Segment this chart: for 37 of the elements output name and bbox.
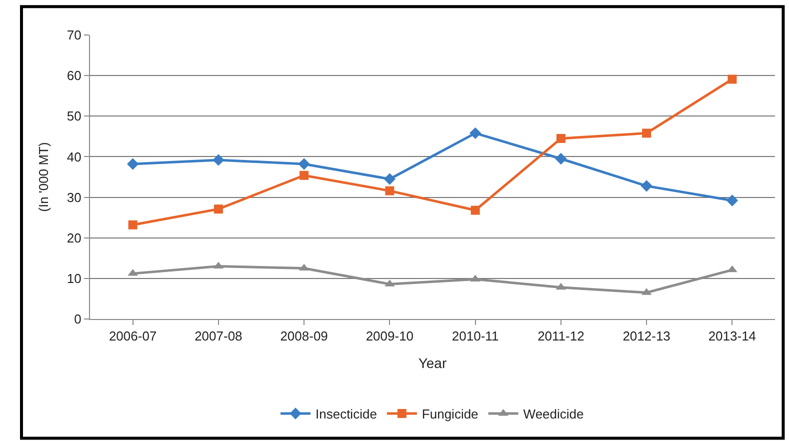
y-tick-label: 60 bbox=[66, 68, 82, 84]
y-axis-title: (In '000 MT) bbox=[36, 142, 51, 212]
x-tick-label: 2009-10 bbox=[366, 328, 414, 344]
point bbox=[384, 173, 396, 185]
x-tick-label: 2012-13 bbox=[622, 328, 670, 344]
point bbox=[728, 74, 737, 84]
y-tick-label: 20 bbox=[66, 230, 82, 246]
point bbox=[212, 154, 224, 166]
x-tick-label: 2010-11 bbox=[452, 328, 499, 344]
point bbox=[298, 158, 310, 170]
point bbox=[300, 170, 309, 180]
y-tick-label: 10 bbox=[66, 270, 82, 286]
x-tick-label: 2013-14 bbox=[708, 328, 756, 344]
point bbox=[470, 206, 480, 215]
x-tick-label: 2006-07 bbox=[108, 328, 157, 344]
point bbox=[555, 152, 567, 165]
point bbox=[128, 220, 138, 230]
legend-label: Weedicide bbox=[523, 406, 584, 422]
x-tick-label: 2011-12 bbox=[538, 328, 584, 344]
y-tick-label: 0 bbox=[74, 312, 82, 327]
point bbox=[726, 194, 738, 206]
y-tick-label: 70 bbox=[66, 28, 82, 43]
y-tick-label: 30 bbox=[66, 190, 82, 205]
x-axis-title: Year bbox=[418, 354, 447, 371]
y-tick-label: 50 bbox=[66, 108, 82, 124]
x-tick-label: 2007-08 bbox=[194, 328, 242, 344]
x-tick-label: 2008-09 bbox=[280, 328, 328, 344]
legend-label: Fungicide bbox=[422, 406, 478, 422]
point bbox=[556, 134, 566, 143]
point bbox=[640, 180, 652, 192]
point bbox=[126, 158, 139, 170]
point bbox=[214, 204, 223, 214]
point bbox=[385, 186, 394, 196]
y-tick-label: 40 bbox=[66, 149, 82, 164]
point bbox=[469, 127, 482, 140]
legend-label: Insecticide bbox=[316, 406, 377, 422]
point bbox=[642, 128, 652, 138]
